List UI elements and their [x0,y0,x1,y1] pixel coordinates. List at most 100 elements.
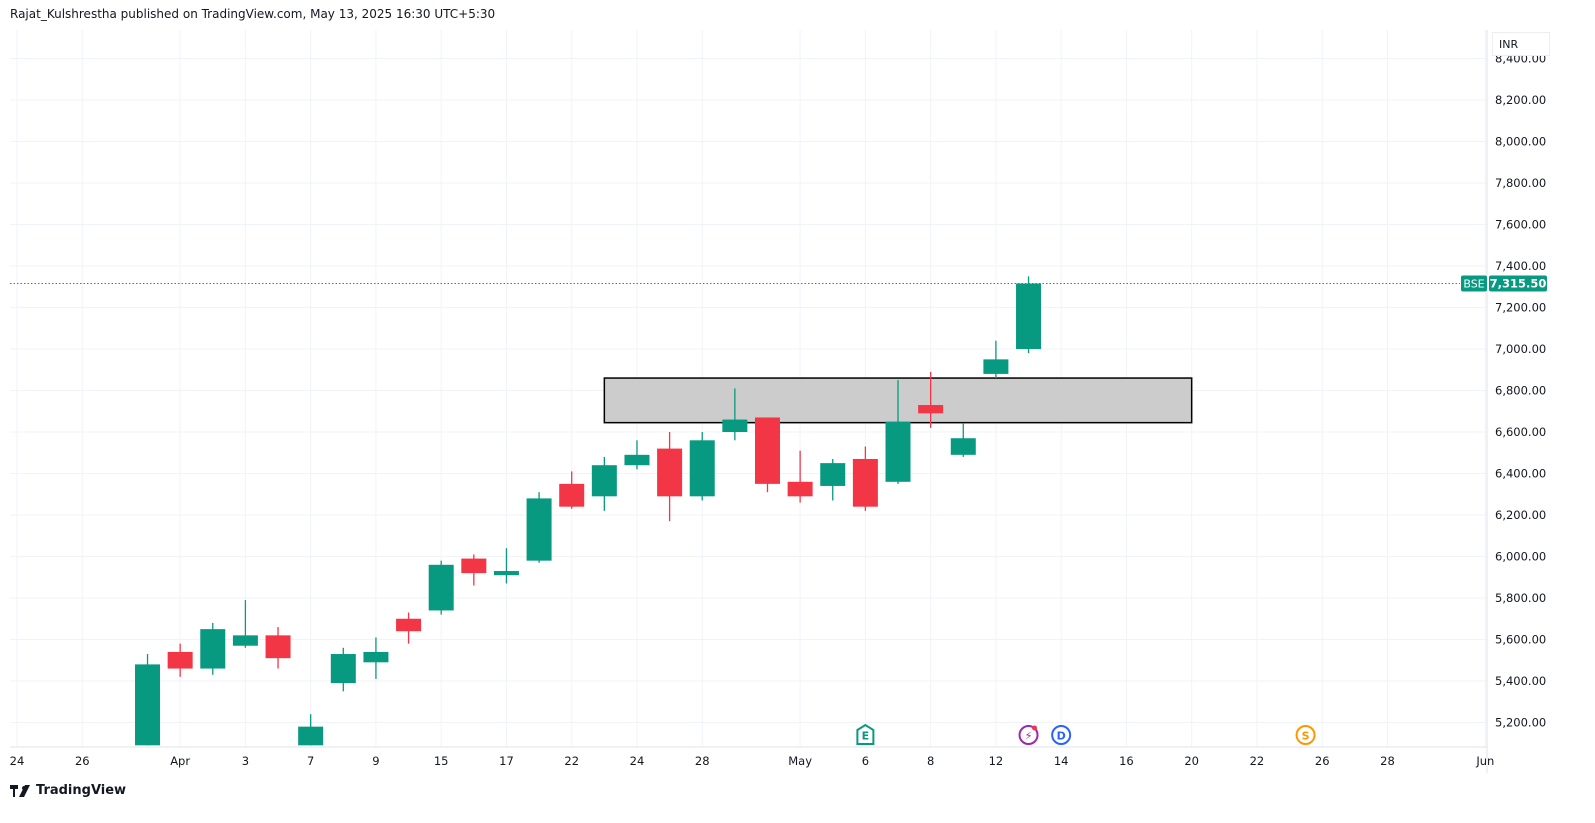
tradingview-brand[interactable]: TradingView [10,783,126,798]
dividend-icon[interactable]: D [1051,725,1072,745]
candle [918,371,944,428]
price-tick-label: 6,400.00 [1495,467,1546,481]
candle [330,647,356,692]
candle-body [1016,283,1042,349]
candles [10,276,1460,746]
candle-body [657,448,683,497]
candle-body [428,564,454,611]
candle [526,492,552,563]
grid [10,30,1487,747]
candle [852,446,878,511]
time-tick-label: 8 [927,754,934,768]
time-tick-label: 14 [1054,754,1069,768]
event-label: D [1057,730,1066,743]
time-axis: 24 26 Apr 3 7 9 15 17 22 24 28 May 6 8 12 14 16 20 22 26 28 J… [10,746,1494,768]
split-icon[interactable]: S [1295,725,1316,745]
exchange-badge [1461,275,1487,292]
event-badge [1051,725,1072,745]
candle-body [363,651,389,663]
price-tick-label: 7,600.00 [1495,218,1546,232]
events: E ⚡ D S [856,723,1316,745]
price-tick-label: 5,200.00 [1495,716,1546,730]
time-tick-label: 9 [372,754,379,768]
candle-body [983,359,1009,374]
exchange-label: BSE [1463,278,1484,291]
candle-body [722,419,748,432]
candle [559,471,585,509]
candle-body [559,483,585,507]
candle [689,432,715,501]
time-tick-label: 6 [862,754,869,768]
notification-dot [1032,725,1038,731]
price-tick-label: 6,600.00 [1495,425,1546,439]
candle [363,637,389,679]
price-tick-label: 7,800.00 [1495,176,1546,190]
earnings-icon[interactable]: E [856,723,875,745]
candle-body [624,454,650,466]
candle [657,432,683,522]
candle [591,456,617,511]
last-price-badge [1489,275,1547,292]
candle [428,560,454,615]
candle-body [265,635,291,659]
candle-body [461,558,487,574]
event-label: ⚡ [1025,730,1033,743]
time-tick-label: 17 [499,754,514,768]
candle-body [852,458,878,507]
candle [396,612,422,644]
currency-label[interactable]: INR [1492,32,1550,56]
candle [200,622,226,675]
time-tick-label: May [788,754,812,768]
price-tick-label: 7,000.00 [1495,342,1546,356]
candle-body [526,498,552,561]
candle-body [493,571,519,576]
candle-body [820,463,846,486]
event-badge [1295,725,1316,745]
price-tick-label: 5,800.00 [1495,591,1546,605]
time-tick-label: 28 [695,754,710,768]
time-tick-label: 15 [434,754,449,768]
candle-body [135,664,161,746]
price-tick-label: 6,800.00 [1495,384,1546,398]
event-label: S [1302,730,1310,743]
candle [787,450,813,503]
price-tick-label: 5,400.00 [1495,674,1546,688]
time-tick-label: 24 [630,754,645,768]
candle [167,643,193,677]
candle-body [591,465,617,497]
candle [1016,276,1042,354]
last-price-value: 7,315.50 [1490,277,1547,291]
candle [232,600,258,648]
tradingview-logo-icon [10,784,30,797]
time-tick-label: 24 [10,754,25,768]
candle [265,627,291,669]
candle [135,654,161,746]
candle [983,340,1009,379]
candle [298,714,324,746]
candle-body [232,635,258,646]
time-tick-label: 16 [1119,754,1134,768]
candle-body [200,629,226,669]
candle [820,458,846,501]
candle-body [330,654,356,684]
candle [754,417,780,493]
price-tick-label: 7,400.00 [1495,259,1546,273]
candle [950,423,976,457]
candle-body [787,481,813,497]
time-tick-label: 7 [307,754,314,768]
candle-body [167,651,193,669]
price-tick-label: 6,000.00 [1495,550,1546,564]
time-tick-label: 20 [1184,754,1199,768]
candle [493,548,519,584]
candle [461,554,487,586]
publish-info: Rajat_Kulshrestha published on TradingVi… [10,7,496,21]
candle-body [754,417,780,484]
event-badge [1018,725,1039,745]
time-tick-label: 22 [564,754,579,768]
earnings-badge [856,723,875,745]
candle [885,380,911,484]
time-tick-label: 22 [1250,754,1265,768]
time-tick-label: 28 [1380,754,1395,768]
lightning-icon[interactable]: ⚡ [1018,725,1039,745]
